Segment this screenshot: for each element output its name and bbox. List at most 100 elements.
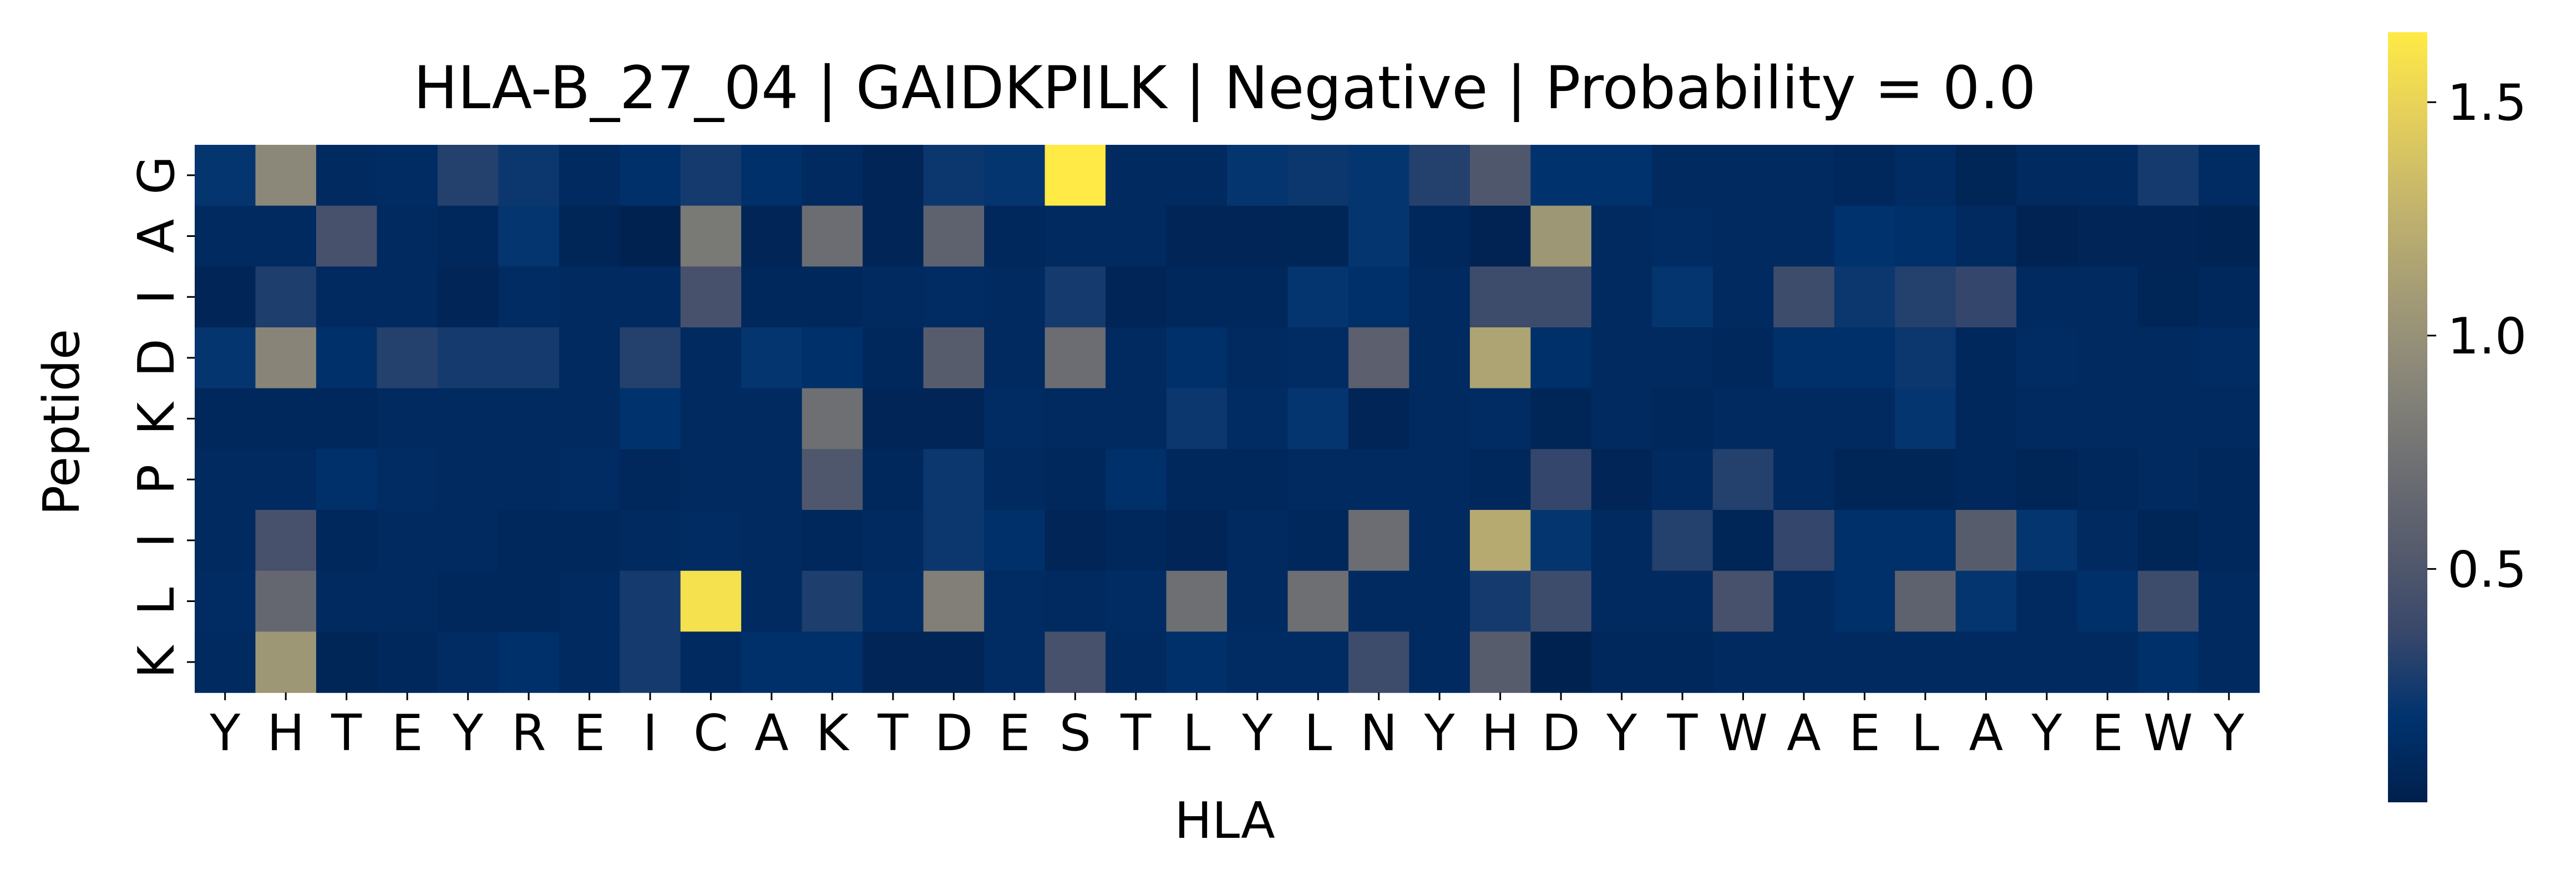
heatmap-cell	[1287, 388, 1349, 450]
heatmap-cell	[1227, 510, 1289, 572]
heatmap-cell	[680, 145, 742, 206]
heatmap-cell	[1348, 266, 1410, 328]
heatmap-cell	[741, 631, 803, 693]
heatmap-cell	[1712, 205, 1774, 267]
x-tick-label: H	[1482, 704, 1519, 762]
heatmap-cell	[2077, 570, 2138, 633]
heatmap-cell	[1287, 570, 1349, 633]
heatmap-cell	[2077, 510, 2138, 572]
heatmap-cell	[2198, 145, 2260, 206]
heatmap-cell	[1166, 145, 1228, 206]
heatmap-cell	[1044, 388, 1106, 450]
heatmap-cell	[377, 449, 438, 510]
heatmap-cell	[680, 388, 742, 450]
heatmap-cell	[1469, 327, 1532, 389]
heatmap-cell	[1955, 266, 2017, 328]
heatmap-cell	[680, 570, 742, 633]
heatmap-cell	[377, 631, 438, 693]
heatmap-cell	[1227, 449, 1289, 510]
heatmap-cell	[1106, 327, 1167, 389]
heatmap-cell	[437, 205, 499, 267]
heatmap-cell	[802, 510, 863, 572]
heatmap-cell	[1409, 449, 1470, 510]
heatmap-cell	[680, 205, 742, 267]
heatmap-cell	[1712, 388, 1774, 450]
heatmap-cell	[1895, 570, 1956, 633]
heatmap-cell	[802, 388, 863, 450]
heatmap-cell	[498, 510, 560, 572]
heatmap-cell	[195, 388, 256, 450]
heatmap-cell	[1106, 205, 1167, 267]
heatmap-cell	[741, 388, 803, 450]
heatmap-cell	[1652, 327, 1713, 389]
heatmap-cell	[437, 145, 499, 206]
heatmap-cell	[1591, 631, 1653, 693]
heatmap-cell	[559, 388, 621, 450]
heatmap-cell	[1773, 510, 1835, 572]
y-axis-label: Peptide	[33, 329, 91, 515]
x-tick-label: I	[643, 704, 658, 762]
x-tick-label: T	[331, 704, 362, 762]
heatmap-cell	[437, 266, 499, 328]
heatmap-cell	[984, 510, 1046, 572]
y-tick-label: A	[128, 219, 186, 254]
heatmap-cell	[377, 327, 438, 389]
heatmap-cell	[1712, 631, 1774, 693]
x-tick-label: R	[511, 704, 546, 762]
heatmap-cell	[1712, 145, 1774, 206]
heatmap-cell	[1955, 449, 2017, 510]
heatmap-cell	[1409, 327, 1470, 389]
heatmap-cell	[984, 631, 1046, 693]
heatmap-cell	[2138, 145, 2199, 206]
heatmap-cell	[437, 570, 499, 633]
heatmap-cell	[1834, 510, 1895, 572]
heatmap-cell	[1409, 510, 1470, 572]
heatmap-cell	[1348, 327, 1410, 389]
heatmap-cell	[559, 327, 621, 389]
heatmap-cell	[1895, 145, 1956, 206]
heatmap-cell	[559, 631, 621, 693]
x-tick-label: A	[754, 704, 789, 762]
chart-title: HLA-B_27_04 | GAIDKPILK | Negative | Pro…	[413, 54, 2036, 123]
heatmap-cell	[498, 570, 560, 633]
heatmap-cell	[2077, 449, 2138, 510]
x-tick-label: D	[1541, 704, 1580, 762]
heatmap-cell	[1591, 388, 1653, 450]
heatmap-cell	[984, 570, 1046, 633]
heatmap-cell	[2016, 631, 2078, 693]
y-tick-label: I	[128, 533, 186, 548]
heatmap-cell	[255, 631, 317, 693]
heatmap-cell	[1166, 570, 1228, 633]
heatmap-cell	[195, 449, 256, 510]
heatmap-cell	[1469, 631, 1532, 693]
heatmap-cell	[680, 510, 742, 572]
x-tick-label: L	[1304, 704, 1332, 762]
heatmap-cell	[1530, 266, 1592, 328]
heatmap-cell	[1895, 449, 1956, 510]
heatmap-cell	[2138, 570, 2199, 633]
heatmap-cell	[1834, 266, 1895, 328]
heatmap-cell	[1287, 449, 1349, 510]
heatmap-cell	[802, 205, 863, 267]
heatmap-cell	[1834, 388, 1895, 450]
heatmap-cell	[498, 327, 560, 389]
heatmap-cell	[2016, 570, 2078, 633]
heatmap-cell	[316, 266, 378, 328]
x-tick-label: Y	[1241, 704, 1273, 762]
x-tick-label: H	[267, 704, 305, 762]
x-tick-label: Y	[2031, 704, 2062, 762]
y-tick-label: K	[128, 645, 186, 679]
heatmap-cell	[1955, 205, 2017, 267]
x-tick-label: E	[574, 704, 605, 762]
heatmap-cell	[1834, 205, 1895, 267]
heatmap-cell	[195, 327, 256, 389]
heatmap-cell	[1227, 266, 1289, 328]
heatmap-cell	[1712, 266, 1774, 328]
heatmap-cell	[620, 388, 681, 450]
heatmap-cell	[2138, 266, 2199, 328]
heatmap-cells	[195, 145, 2260, 693]
heatmap-cell	[802, 145, 863, 206]
heatmap-cell	[1530, 388, 1592, 450]
heatmap-cell	[863, 145, 924, 206]
